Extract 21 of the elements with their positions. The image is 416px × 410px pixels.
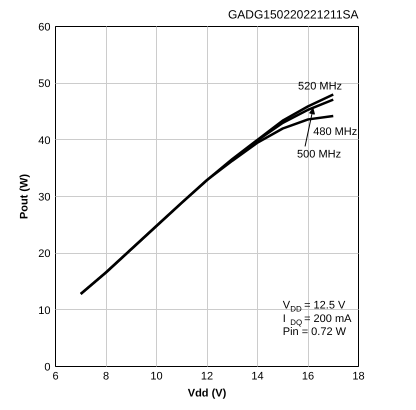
annotation: 520 MHz [298,80,342,92]
x-tick-label: 16 [302,370,314,382]
x-tick-label: 18 [352,370,365,382]
x-tick-label: 14 [251,370,264,382]
y-tick-label: 30 [38,192,51,204]
text: GADG150220221211SA [228,8,359,22]
annotation: 500 MHz [297,148,342,161]
y-tick-label: 20 [38,248,51,260]
annotation: Pin = 0.72 W [282,326,347,338]
x-tick-label: 6 [52,370,59,382]
y-tick-label: 50 [38,78,51,90]
annotation: 480 MHz [313,126,358,138]
x-tick-label: 10 [150,370,163,382]
y-axis-title: Pout (W) [18,174,30,220]
y-tick-label: 0 [44,362,51,374]
y-tick-label: 60 [38,22,51,34]
x-tick-label: 12 [200,370,214,382]
y-tick-label: 10 [38,304,51,317]
y-tick-label: 40 [38,134,51,147]
x-tick-label: 8 [102,370,110,382]
x-axis-title: Vdd (V) [188,388,227,400]
